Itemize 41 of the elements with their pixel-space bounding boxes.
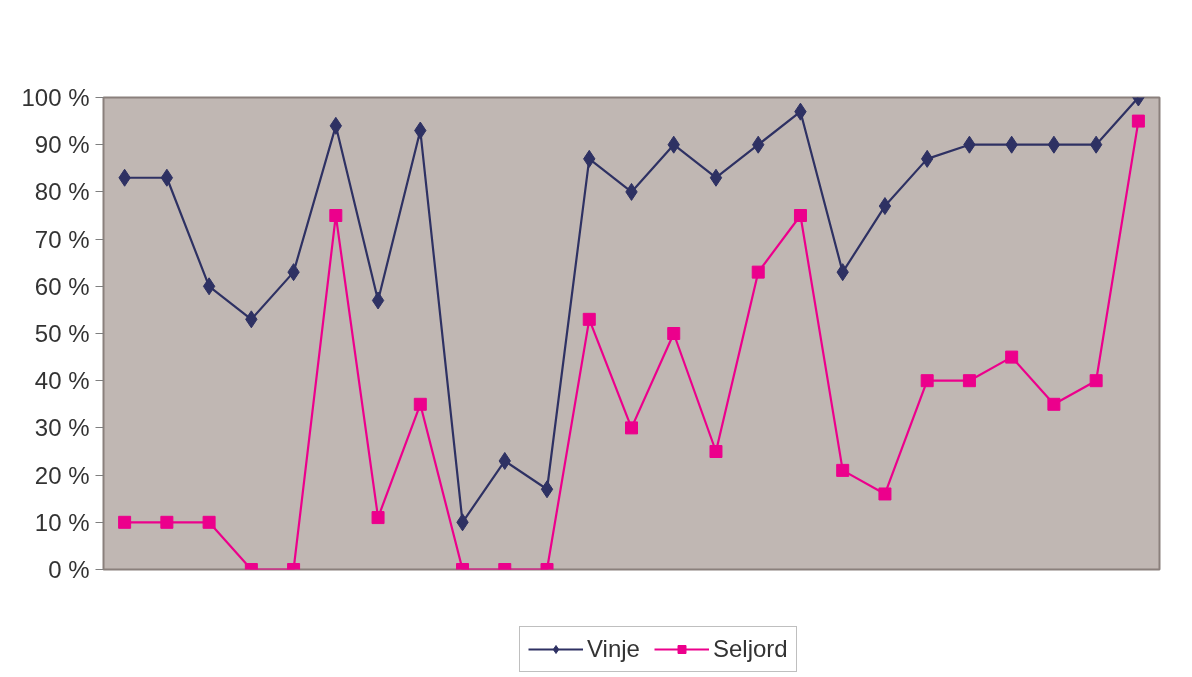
y-tick-label: 90 % [34, 131, 90, 159]
legend-label: Seljord [712, 635, 788, 663]
point [1047, 135, 1061, 154]
y-tick-label: 40 % [34, 367, 90, 395]
point [202, 515, 216, 529]
point [709, 445, 723, 458]
y-tick-label: 60 % [34, 272, 90, 300]
point [751, 265, 765, 279]
point [920, 374, 934, 388]
point [329, 209, 343, 222]
point [1005, 350, 1019, 364]
point [667, 327, 681, 340]
point [202, 277, 216, 296]
point [625, 421, 638, 435]
point [160, 168, 174, 187]
y-tick-label: 80 % [34, 178, 90, 206]
point [371, 291, 385, 310]
point [1089, 135, 1103, 154]
y-tick-label: 10 % [34, 508, 90, 536]
y-tick-label: 100 % [21, 84, 90, 111]
y-tick-label: 20 % [34, 461, 90, 489]
point [878, 197, 892, 216]
y-tick-label: 30 % [34, 414, 90, 442]
point [793, 209, 807, 222]
legend-label: Vinje [587, 635, 640, 663]
point [540, 480, 554, 499]
point [582, 312, 596, 326]
point [160, 515, 174, 529]
point [709, 168, 723, 187]
point [878, 487, 892, 501]
y-tick-label: 50 % [34, 320, 90, 347]
y-tick-label: 0 % [48, 556, 90, 583]
point [413, 397, 427, 411]
y-tick-label: 70 % [34, 225, 90, 253]
point [1047, 397, 1061, 411]
point [1131, 114, 1145, 128]
point [371, 511, 385, 525]
point [836, 463, 850, 477]
point [118, 515, 132, 529]
point [1089, 374, 1103, 388]
point [962, 374, 976, 388]
